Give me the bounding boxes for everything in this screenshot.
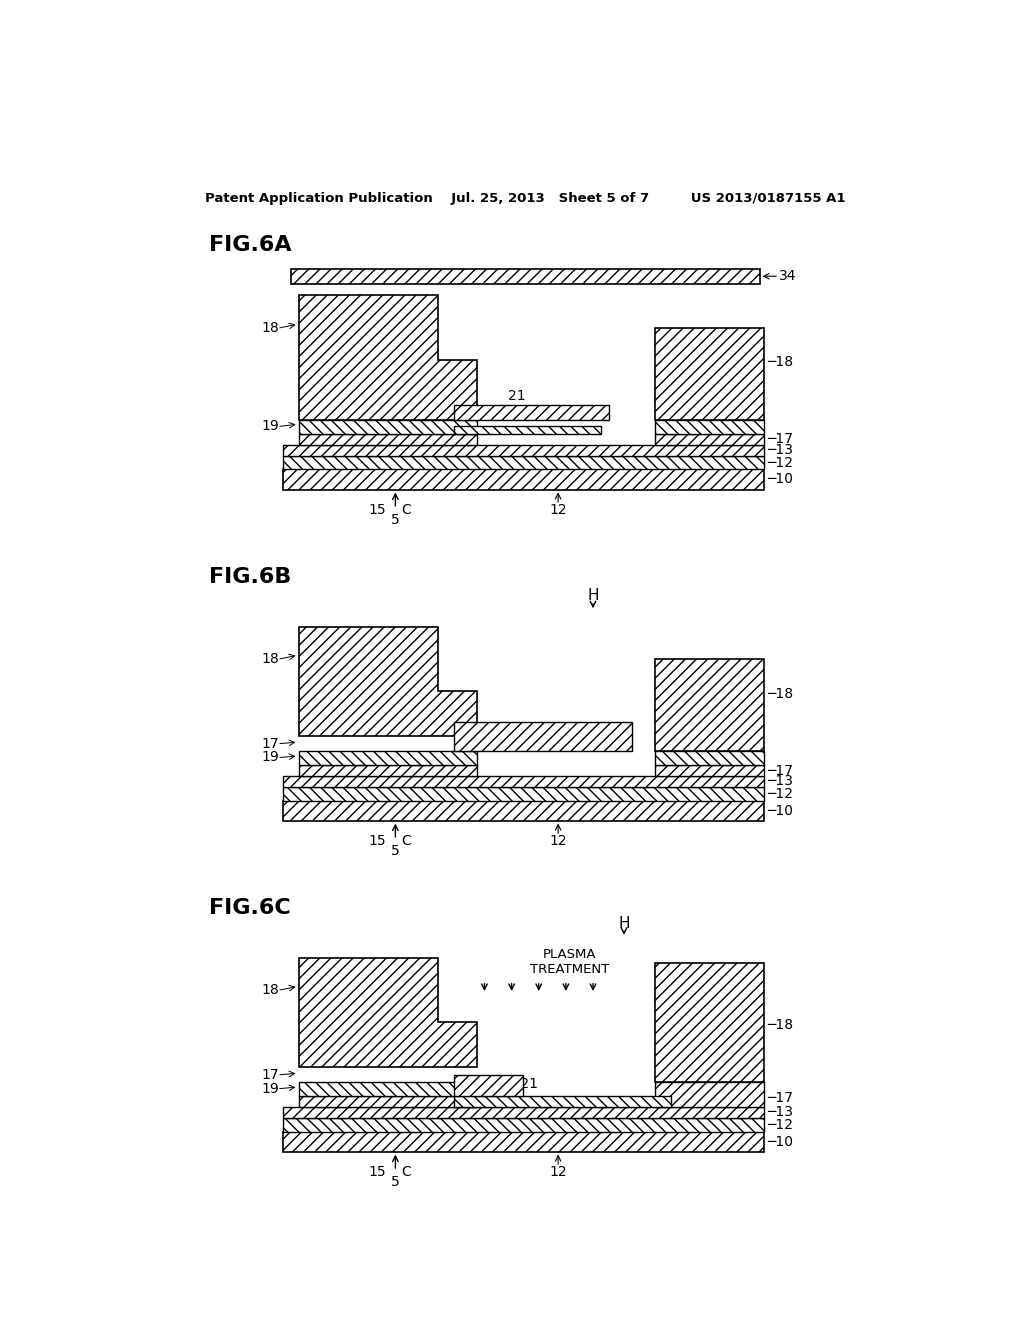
- Text: FIG.6B: FIG.6B: [209, 566, 292, 586]
- Text: 21: 21: [508, 727, 525, 742]
- Polygon shape: [283, 787, 764, 800]
- Polygon shape: [655, 1082, 764, 1107]
- Polygon shape: [299, 958, 477, 1067]
- Polygon shape: [283, 1107, 764, 1118]
- Text: 15: 15: [369, 834, 386, 849]
- Polygon shape: [299, 420, 477, 434]
- Text: ─18: ─18: [767, 355, 794, 370]
- Text: 34: 34: [764, 269, 797, 284]
- Polygon shape: [655, 751, 764, 766]
- Text: H: H: [618, 916, 630, 931]
- Text: 5: 5: [391, 1176, 399, 1189]
- Polygon shape: [299, 434, 477, 445]
- Text: FIG.6A: FIG.6A: [209, 235, 292, 255]
- Text: ─17: ─17: [767, 1090, 794, 1105]
- Text: H: H: [587, 589, 599, 603]
- Text: ─13: ─13: [767, 444, 794, 457]
- Text: PLASMA
TREATMENT: PLASMA TREATMENT: [530, 948, 609, 975]
- Polygon shape: [299, 1082, 477, 1096]
- Polygon shape: [299, 751, 477, 766]
- Text: 12: 12: [549, 1166, 567, 1180]
- Text: ─17: ─17: [767, 763, 794, 777]
- Text: ─13: ─13: [767, 775, 794, 788]
- Text: ─12: ─12: [767, 455, 794, 470]
- Polygon shape: [299, 627, 477, 737]
- Text: 21: 21: [508, 388, 525, 403]
- Text: 17: 17: [261, 1068, 280, 1081]
- Text: ─13: ─13: [767, 1105, 794, 1119]
- Text: 18: 18: [261, 652, 280, 665]
- Text: 5: 5: [391, 845, 399, 858]
- Text: ─12: ─12: [767, 787, 794, 801]
- Polygon shape: [291, 268, 760, 284]
- Text: ─10: ─10: [767, 1135, 794, 1148]
- Polygon shape: [454, 722, 632, 751]
- Text: 15: 15: [369, 503, 386, 517]
- Text: ─10: ─10: [767, 473, 794, 487]
- Text: 12: 12: [549, 834, 567, 849]
- Text: ─10: ─10: [767, 804, 794, 817]
- Polygon shape: [299, 296, 477, 420]
- Text: ─21: ─21: [512, 1077, 538, 1090]
- Text: 12: 12: [549, 503, 567, 517]
- Text: C: C: [401, 834, 412, 849]
- Polygon shape: [655, 327, 764, 420]
- Polygon shape: [655, 659, 764, 751]
- Text: C: C: [401, 503, 412, 517]
- Polygon shape: [283, 455, 764, 470]
- Polygon shape: [283, 445, 764, 455]
- Polygon shape: [299, 766, 477, 776]
- Text: 17: 17: [261, 737, 280, 751]
- Text: 5: 5: [391, 513, 399, 527]
- Text: Patent Application Publication    Jul. 25, 2013   Sheet 5 of 7         US 2013/0: Patent Application Publication Jul. 25, …: [205, 191, 845, 205]
- Text: 18: 18: [261, 983, 280, 997]
- Polygon shape: [299, 1096, 477, 1107]
- Text: 19: 19: [261, 420, 280, 433]
- Polygon shape: [283, 800, 764, 821]
- Polygon shape: [283, 1118, 764, 1131]
- Polygon shape: [655, 766, 764, 776]
- Text: ─17: ─17: [767, 433, 794, 446]
- Text: 18: 18: [261, 321, 280, 335]
- Polygon shape: [655, 420, 764, 434]
- Polygon shape: [454, 1096, 671, 1107]
- Text: 19: 19: [261, 1081, 280, 1096]
- Polygon shape: [283, 470, 764, 490]
- Text: FIG.6C: FIG.6C: [209, 898, 291, 917]
- Text: 15: 15: [369, 1166, 386, 1180]
- Text: ─18: ─18: [767, 686, 794, 701]
- Text: ─12: ─12: [767, 1118, 794, 1131]
- Text: 19: 19: [261, 751, 280, 764]
- Polygon shape: [454, 426, 601, 434]
- Text: C: C: [401, 1166, 412, 1180]
- Polygon shape: [283, 776, 764, 787]
- Text: ─18: ─18: [767, 1018, 794, 1032]
- Polygon shape: [454, 1074, 523, 1096]
- Polygon shape: [655, 964, 764, 1082]
- Polygon shape: [454, 405, 608, 420]
- Polygon shape: [655, 434, 764, 445]
- Polygon shape: [283, 1131, 764, 1151]
